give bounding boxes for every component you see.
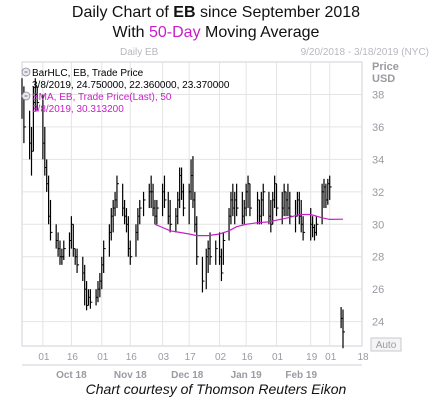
x-day-tick-label: 01 bbox=[272, 352, 284, 363]
price-chart-svg: Daily EB 9/20/2018 - 3/18/2019 (NYC) 24 2… bbox=[21, 47, 429, 381]
y-tick-label: 24 bbox=[372, 317, 384, 329]
chart-caption: Chart courtesy of Thomson Reuters Eikon bbox=[85, 381, 347, 397]
y-tick-label: 32 bbox=[372, 187, 384, 199]
y-tick-label: 38 bbox=[372, 89, 384, 101]
y-axis-label: USD bbox=[372, 73, 395, 85]
sma-50-line bbox=[154, 213, 344, 237]
title-ticker: EB bbox=[173, 4, 196, 21]
y-tick-label: 26 bbox=[372, 284, 384, 296]
plot-frame bbox=[21, 61, 363, 347]
x-day-tick-label: 16 bbox=[67, 352, 79, 363]
date-range-label: 9/20/2018 - 3/18/2019 (NYC) bbox=[301, 47, 429, 58]
y-axis-label: Price bbox=[372, 61, 399, 73]
y-tick-label: 36 bbox=[372, 122, 384, 134]
chart-title-line-2: With 50-Day Moving Average bbox=[0, 24, 432, 42]
title-line2-prefix: With bbox=[112, 24, 149, 41]
price-chart: Daily EB 9/20/2018 - 3/18/2019 (NYC) 24 2… bbox=[0, 42, 432, 382]
x-day-tick-label: 16 bbox=[242, 352, 254, 363]
x-month-label: Oct 18 bbox=[56, 370, 87, 381]
y-tick-label: 30 bbox=[372, 219, 384, 231]
auto-scale-label: Auto bbox=[376, 340, 397, 351]
legend-entry: BarHLC, EB, Trade Price bbox=[32, 68, 144, 79]
x-day-tick-label: 18 bbox=[357, 352, 369, 363]
chart-title-line-1: Daily Chart of EB since September 2018 bbox=[0, 4, 432, 22]
title-line2-suffix: Moving Average bbox=[200, 24, 320, 41]
y-tick-label: 28 bbox=[372, 252, 384, 264]
x-month-label: Dec 18 bbox=[171, 370, 204, 381]
x-month-label: Nov 18 bbox=[114, 370, 147, 381]
x-day-tick-label: 02 bbox=[215, 352, 227, 363]
auto-scale-button bbox=[370, 337, 402, 352]
zoom-icon bbox=[21, 91, 31, 101]
legend-entry: 3/8/2019, 30.313200 bbox=[32, 104, 124, 115]
x-day-tick-label: 16 bbox=[126, 352, 138, 363]
zoom-icon bbox=[21, 67, 31, 77]
title-line2-highlight: 50-Day bbox=[148, 24, 201, 41]
x-month-label: Jan 19 bbox=[231, 370, 263, 381]
x-day-tick-label: 19 bbox=[306, 352, 318, 363]
x-day-tick-label: 01 bbox=[38, 352, 50, 363]
title-prefix: Daily Chart of bbox=[71, 4, 174, 21]
legend-entry: SMA, EB, Trade Price(Last), 50 bbox=[32, 92, 172, 103]
y-tick-label: 34 bbox=[372, 154, 384, 166]
legend-entry: 3/8/2019, 24.750000, 22.360000, 23.37000… bbox=[32, 80, 230, 91]
x-month-label: Feb 19 bbox=[285, 370, 317, 381]
x-day-tick-label: 03 bbox=[158, 352, 170, 363]
x-day-tick-label: 17 bbox=[185, 352, 197, 363]
x-day-tick-label: 01 bbox=[325, 352, 337, 363]
title-suffix: since September 2018 bbox=[195, 4, 361, 21]
x-day-tick-label: 01 bbox=[97, 352, 109, 363]
chart-watermark: Daily EB bbox=[120, 47, 159, 58]
